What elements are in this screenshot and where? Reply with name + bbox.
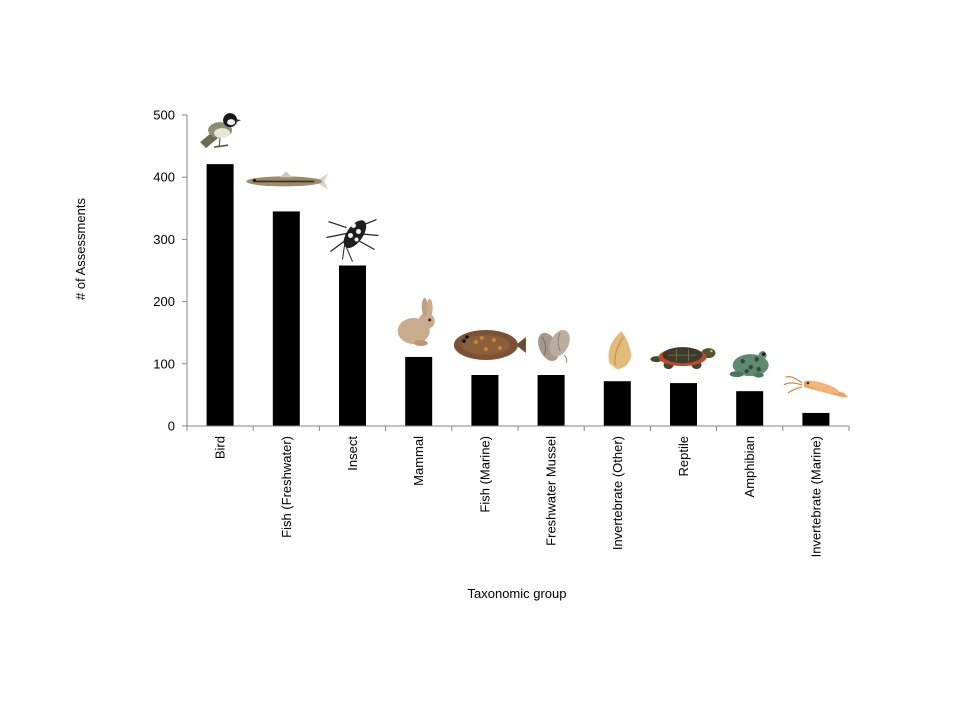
bars: [206, 164, 830, 426]
x-tick-label: Bird: [213, 436, 228, 459]
bar: [537, 374, 565, 426]
y-tick-label: 500: [153, 108, 175, 123]
bar: [272, 211, 300, 426]
bar: [802, 412, 830, 426]
x-tick-label: Insect: [345, 436, 360, 471]
turtle-icon: [650, 347, 716, 370]
bar: [736, 391, 764, 426]
squid-icon: [783, 375, 848, 397]
y-axis-title: # of Assessments: [73, 198, 88, 300]
x-tick-label: Fish (Marine): [477, 436, 492, 513]
bar: [339, 265, 366, 426]
bar: [670, 383, 697, 426]
frog-icon: [729, 351, 769, 378]
beetle-icon: [326, 218, 379, 262]
rabbit-icon: [397, 297, 435, 346]
bar: [603, 381, 631, 426]
mussel-icon: [538, 329, 570, 364]
bar: [405, 356, 433, 426]
y-axis-ticks: 0 100 200 300 400 500: [153, 108, 187, 434]
y-tick-label: 0: [168, 419, 175, 434]
bar: [471, 374, 499, 426]
y-tick-label: 200: [153, 294, 175, 309]
category-icons: [200, 113, 848, 397]
x-tick-label: Amphibian: [742, 436, 757, 497]
x-tick-label: Mammal: [411, 436, 426, 486]
snail-shell-icon: [608, 331, 632, 370]
x-axis-title: Taxonomic group: [468, 586, 567, 601]
freshwater-fish-icon: [246, 171, 329, 190]
x-tick-label: Freshwater Mussel: [544, 436, 559, 546]
flounder-icon: [453, 329, 526, 360]
y-tick-label: 400: [153, 170, 175, 185]
y-tick-label: 100: [153, 356, 175, 371]
bird-chickadee-icon: [200, 113, 242, 149]
x-tick-label: Fish (Freshwater): [279, 436, 294, 538]
x-tick-label: Invertebrate (Marine): [808, 436, 823, 557]
y-tick-label: 300: [153, 232, 175, 247]
bar: [206, 164, 234, 426]
x-tick-label: Reptile: [676, 436, 691, 476]
x-axis-ticks: Bird Fish (Freshwater) Insect Mammal Fish (M…: [186, 426, 850, 557]
x-tick-label: Invertebrate (Other): [610, 436, 625, 550]
